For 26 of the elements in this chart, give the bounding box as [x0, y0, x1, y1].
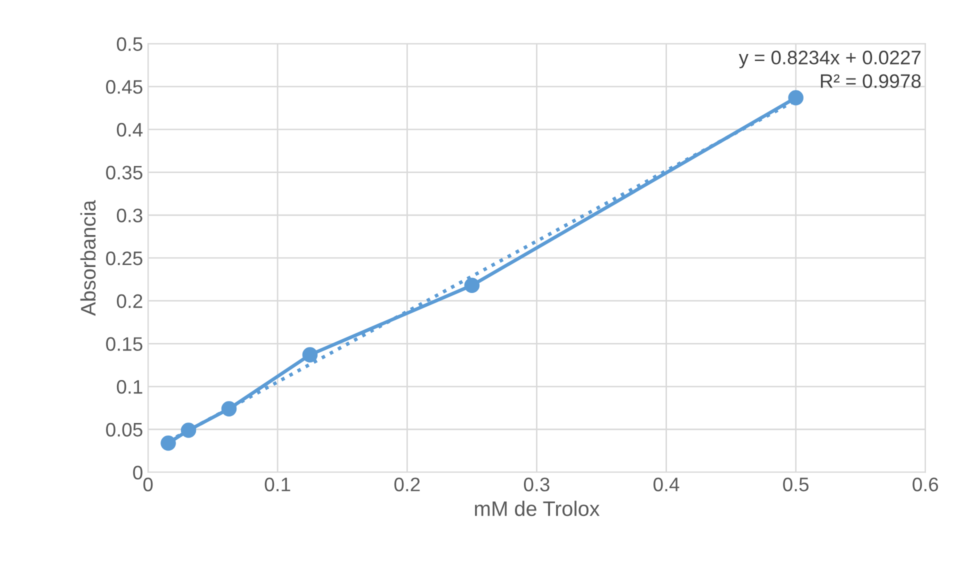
y-tick-label: 0.25 — [106, 251, 142, 266]
x-tick-label: 0.5 — [783, 478, 809, 492]
x-tick-label: 0 — [143, 478, 153, 492]
y-tick-label: 0.2 — [116, 294, 142, 308]
x-tick-label: 0.4 — [654, 478, 680, 492]
x-tick-label: 0.3 — [524, 478, 550, 492]
y-tick-label: 0 — [133, 466, 142, 480]
point — [788, 90, 804, 106]
point — [464, 278, 480, 294]
x-tick-label: 0.6 — [912, 478, 938, 492]
y-tick-label: 0.35 — [106, 166, 142, 180]
y-tick-label: 0.5 — [116, 37, 142, 51]
y-tick-label: 0.4 — [116, 122, 143, 137]
point — [302, 347, 318, 362]
y-tick-label: 0.3 — [116, 208, 142, 222]
annotation: R² = 0.9978 — [820, 74, 921, 88]
y-tick-label: 0.45 — [106, 80, 142, 94]
y-tick-label: 0.05 — [106, 422, 142, 437]
y-tick-label: 0.15 — [106, 337, 142, 351]
annotation: y = 0.8234x + 0.0227 — [738, 50, 921, 68]
x-tick-label: 0.2 — [394, 478, 420, 492]
point — [160, 435, 176, 451]
y-tick-label: 0.1 — [116, 380, 142, 394]
y-axis-title: Absorbancia — [80, 200, 96, 316]
x-tick-label: 0.1 — [264, 478, 290, 492]
x-axis-title: mM de Trolox — [475, 500, 600, 516]
